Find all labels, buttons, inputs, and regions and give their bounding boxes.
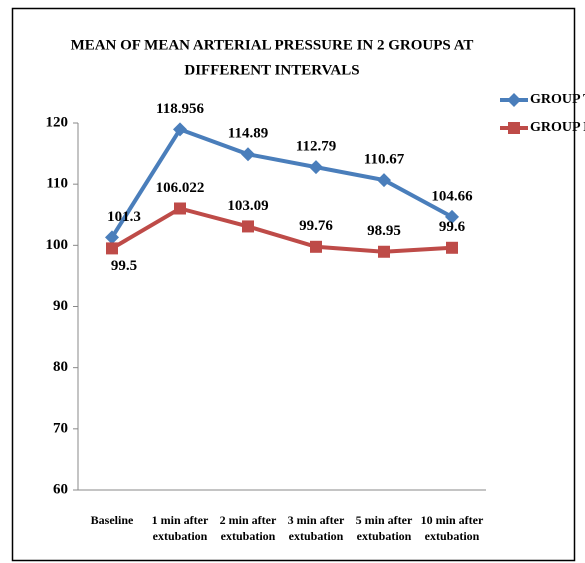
x-tick-label: 1 min after extubation bbox=[151, 513, 209, 543]
series-line bbox=[110, 126, 453, 239]
y-tick-label: 100 bbox=[46, 237, 69, 253]
data-point bbox=[445, 209, 459, 224]
data-point bbox=[446, 241, 458, 254]
data-point bbox=[508, 122, 520, 134]
data-label: 99.6 bbox=[439, 219, 466, 235]
data-label: 110.67 bbox=[364, 152, 405, 168]
x-tick-label: 10 min after extubation bbox=[420, 513, 484, 543]
data-label: 106.022 bbox=[156, 180, 205, 196]
y-tick-label: 90 bbox=[53, 298, 68, 314]
data-point bbox=[241, 147, 255, 162]
y-tick-label: 60 bbox=[53, 481, 68, 497]
frame-border bbox=[11, 7, 576, 562]
x-tick-label: 5 min after extubation bbox=[355, 513, 413, 543]
data-label: 112.79 bbox=[296, 139, 336, 155]
x-tick-label: 3 min after extubation bbox=[287, 513, 345, 543]
data-point bbox=[378, 245, 390, 258]
legend-label: GROUP L bbox=[530, 120, 585, 135]
data-point bbox=[242, 220, 254, 233]
data-label: 101.3 bbox=[107, 209, 141, 225]
data-point bbox=[377, 173, 391, 188]
series-line bbox=[110, 206, 453, 254]
data-point bbox=[173, 122, 187, 137]
data-label: 99.76 bbox=[299, 218, 333, 234]
x-tick-label: 2 min after extubation bbox=[219, 513, 277, 543]
data-point bbox=[309, 160, 323, 175]
y-tick-label: 120 bbox=[46, 114, 69, 130]
data-label: 104.66 bbox=[431, 188, 473, 204]
y-tick-label: 70 bbox=[53, 420, 68, 436]
data-label: 103.09 bbox=[227, 198, 268, 214]
chart-title: MEAN OF MEAN ARTERIAL PRESSURE IN 2 GROU… bbox=[71, 37, 474, 53]
legend-label: GROUP T bbox=[530, 92, 585, 107]
data-point bbox=[174, 202, 186, 215]
data-point bbox=[106, 242, 118, 255]
data-point bbox=[310, 240, 322, 253]
x-tick-label: Baseline bbox=[90, 513, 134, 527]
data-point bbox=[105, 230, 119, 245]
y-tick-label: 110 bbox=[46, 176, 68, 192]
data-label: 114.89 bbox=[228, 126, 268, 142]
y-tick-label: 80 bbox=[53, 359, 68, 375]
data-label: 98.95 bbox=[367, 223, 401, 239]
data-label: 99.5 bbox=[111, 258, 137, 274]
chart-title: DIFFERENT INTERVALS bbox=[184, 62, 359, 78]
data-point bbox=[507, 93, 521, 107]
data-label: 118.956 bbox=[156, 101, 204, 117]
